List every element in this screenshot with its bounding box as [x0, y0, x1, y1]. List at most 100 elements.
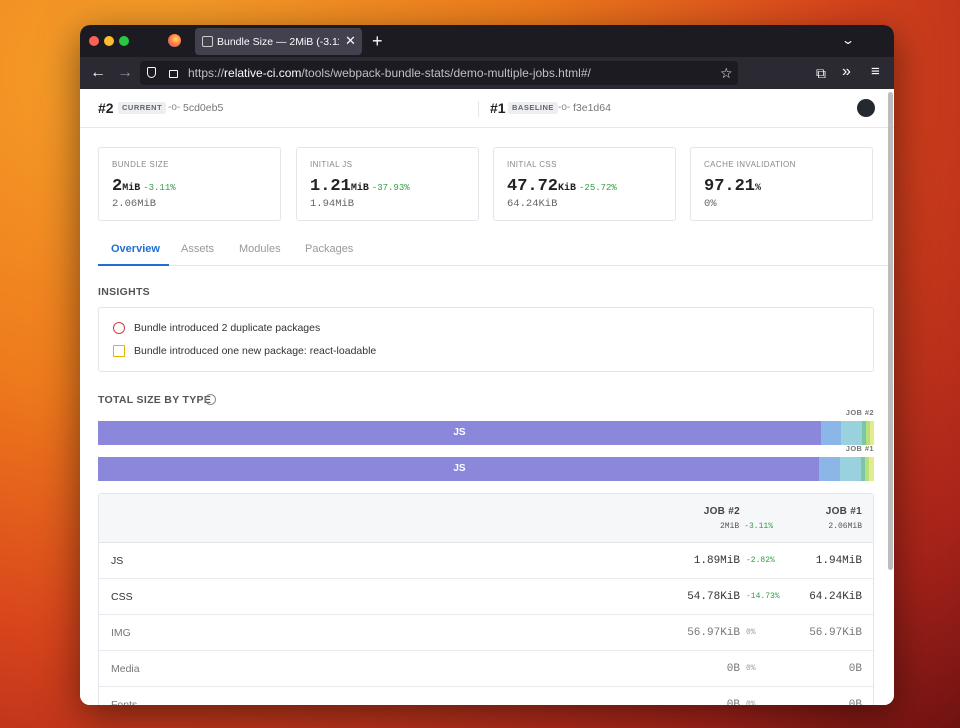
row-baseline: 1.94MiB [815, 555, 862, 567]
commit-hash: f3e1d64 [573, 102, 611, 114]
card-value: 2 [112, 177, 123, 196]
row-value: 0B [726, 663, 740, 675]
card-baseline: 64.24KiB [507, 198, 558, 210]
toolbar: ← → https://relative-ci.com/tools/webpac… [80, 57, 894, 89]
summary-card: CACHE INVALIDATION 97.21% 0% [690, 147, 873, 221]
row-delta: -2.82% [746, 556, 775, 565]
card-label: INITIAL JS [310, 160, 353, 169]
bar-segment [841, 421, 862, 445]
card-delta: -25.72% [579, 183, 617, 193]
card-unit: % [755, 183, 762, 194]
nav-tab[interactable]: Overview [111, 243, 160, 255]
url: https://relative-ci.com/tools/webpack-bu… [188, 65, 591, 81]
bar-segment [840, 457, 861, 481]
row-label: Media [111, 663, 140, 675]
tab-close[interactable]: ✕ [345, 33, 356, 48]
summary-card: INITIAL JS 1.21MiB -37.93% 1.94MiB [296, 147, 479, 221]
summary-card: INITIAL CSS 47.72KiB -25.72% 64.24KiB [493, 147, 676, 221]
column-total-value: 2MiB [719, 522, 740, 531]
extensions-button[interactable]: ⧉ [816, 65, 826, 81]
card-unit: MiB [122, 183, 141, 194]
back-button[interactable]: ← [90, 64, 106, 81]
bookmark-star[interactable]: ☆ [720, 65, 733, 81]
nav-tab[interactable]: Packages [305, 243, 354, 255]
row-value: 1.89MiB [693, 555, 740, 567]
active-tab[interactable]: Bundle Size — 2MiB (-3.11%). - ✕ [195, 28, 362, 55]
scrollbar[interactable] [888, 92, 893, 570]
insights-box [98, 307, 874, 372]
row-value: 54.78KiB [687, 591, 740, 603]
job-badge: CURRENT [118, 102, 167, 114]
overflow-button[interactable]: » [842, 63, 851, 80]
card-value: 47.72 [507, 177, 559, 196]
commit-hash: 5cd0eb5 [183, 102, 224, 114]
new-tab[interactable]: + [372, 31, 383, 51]
card-value-row: 1.21MiB -37.93% [310, 175, 410, 200]
menu-button[interactable]: ≡ [871, 63, 880, 80]
tab-title: Bundle Size — 2MiB (-3.11%). - [217, 36, 339, 48]
job-badge: BASELINE [508, 102, 558, 114]
job-number: #1 [490, 100, 506, 116]
row-baseline: 0B [848, 699, 862, 705]
bar-label: JS [453, 427, 466, 438]
summary-card: BUNDLE SIZE 2MiB -3.11% 2.06MiB [98, 147, 281, 221]
card-value: 1.21 [310, 177, 351, 196]
insight-text: Bundle introduced 2 duplicate packages [134, 322, 321, 334]
zoom-button[interactable] [119, 36, 129, 46]
card-value-row: 97.21% [704, 175, 761, 200]
bar-segment [866, 421, 870, 445]
forward-button[interactable]: → [117, 64, 133, 81]
header-divider [80, 127, 894, 128]
url-path: /tools/webpack-bundle-stats/demo-multipl… [301, 66, 591, 80]
bar-segment [869, 457, 874, 481]
browser-window: Bundle Size — 2MiB (-3.11%). - ✕ + ⌄ ← →… [80, 25, 894, 705]
commit-icon: -o- [168, 102, 181, 113]
job-label: JOB #2 [845, 408, 874, 417]
card-label: INITIAL CSS [507, 160, 557, 169]
row-delta: -14.73% [746, 592, 780, 601]
section-title: TOTAL SIZE BY TYPE [98, 394, 212, 406]
bar-segment [821, 421, 841, 445]
card-delta: -3.11% [143, 183, 176, 193]
error-icon [113, 322, 125, 334]
url-prefix: https:// [188, 66, 225, 80]
bar-segment [862, 421, 866, 445]
bar-segment [865, 457, 869, 481]
card-unit: MiB [350, 183, 369, 194]
tab-list[interactable]: ⌄ [840, 33, 856, 47]
row-divider [99, 650, 873, 651]
card-value: 97.21 [704, 177, 756, 196]
commit-icon: -o- [558, 102, 571, 113]
nav-tab[interactable]: Modules [239, 243, 281, 255]
table-box: JOB #2 2MiB -3.11% JOB #1 2.06MiB JS 1.89MiB -2… [98, 493, 874, 705]
column-title: JOB #1 [825, 506, 862, 517]
tabs-divider [98, 265, 892, 266]
row-delta: 0% [746, 700, 756, 705]
row-baseline: 56.97KiB [809, 627, 862, 639]
warning-icon [113, 345, 125, 357]
tab-bar: Bundle Size — 2MiB (-3.11%). - ✕ + ⌄ [80, 25, 894, 57]
url-host: relative-ci.com [224, 66, 302, 80]
row-value: 56.97KiB [687, 627, 740, 639]
row-label: CSS [111, 591, 133, 603]
bar-label: JS [453, 463, 466, 474]
column-title: JOB #2 [703, 506, 740, 517]
minimize-button[interactable] [104, 36, 114, 46]
url-bar[interactable]: https://relative-ci.com/tools/webpack-bu… [140, 61, 738, 85]
nav-tab[interactable]: Assets [181, 243, 215, 255]
row-divider [99, 578, 873, 579]
card-baseline: 0% [704, 198, 717, 210]
row-divider [99, 686, 873, 687]
github-icon[interactable] [857, 99, 875, 117]
header-separator [478, 101, 479, 117]
row-label: Fonts [111, 699, 138, 705]
shield-icon [147, 67, 156, 78]
close-button[interactable] [89, 36, 99, 46]
lock-icon [169, 70, 178, 78]
row-label: IMG [111, 627, 131, 639]
column-total-delta: -3.11% [744, 522, 773, 531]
page-content: JOB #2 2MiB -3.11% JOB #1 2.06MiB JS 1.89MiB -2… [80, 89, 894, 705]
row-delta: 0% [746, 664, 756, 673]
column-total: 2MiB -3.11% [720, 521, 773, 533]
